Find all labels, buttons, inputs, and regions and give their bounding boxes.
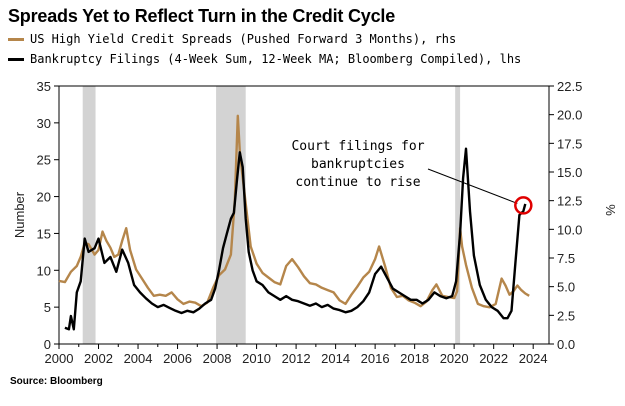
- annotation-line-1: bankruptcies: [311, 157, 405, 172]
- x-tick-label-2008: 2008: [203, 351, 232, 366]
- y-right-tick-label-2.5: 2.5: [557, 308, 575, 323]
- y-right-tick-label-15.0: 15.0: [557, 165, 582, 180]
- recession-band-2: [455, 86, 461, 344]
- legend-filings-swatch: [8, 57, 24, 61]
- annotation-line-2: continue to rise: [295, 175, 420, 190]
- y-left-tick-label-20: 20: [37, 190, 51, 205]
- chart-title: Spreads Yet to Reflect Turn in the Credi…: [8, 6, 396, 26]
- y-left-tick-label-0: 0: [44, 337, 51, 352]
- legend-spreads-swatch: [8, 37, 24, 41]
- x-tick-label-2004: 2004: [124, 351, 153, 366]
- legend-spreads-label: US High Yield Credit Spreads (Pushed For…: [30, 32, 457, 46]
- x-tick-label-2002: 2002: [84, 351, 113, 366]
- y-right-tick-label-10.0: 10.0: [557, 222, 582, 237]
- annotation-line-0: Court filings for: [291, 139, 424, 154]
- x-tick-label-2022: 2022: [479, 351, 508, 366]
- y-right-tick-label-12.5: 12.5: [557, 194, 582, 209]
- series-line-filings: [64, 147, 527, 331]
- x-tick-label-2018: 2018: [400, 351, 429, 366]
- legend-filings: Bankruptcy Filings (4-Week Sum, 12-Week …: [8, 52, 521, 66]
- y-left-tick-label-35: 35: [37, 79, 51, 94]
- x-tick-label-2016: 2016: [361, 351, 390, 366]
- x-tick-label-2000: 2000: [45, 351, 74, 366]
- y-left-axis-label: Number: [12, 191, 27, 238]
- y-right-tick-label-17.5: 17.5: [557, 136, 582, 151]
- y-right-axis-label: %: [603, 204, 618, 216]
- y-right-tick-label-5.0: 5.0: [557, 280, 575, 295]
- y-right-tick-label-7.5: 7.5: [557, 251, 575, 266]
- y-right-tick-label-20.0: 20.0: [557, 108, 582, 123]
- y-left-tick-label-10: 10: [37, 263, 51, 278]
- x-tick-label-2012: 2012: [282, 351, 311, 366]
- y-right-tick-label-22.5: 22.5: [557, 79, 582, 94]
- x-tick-label-2024: 2024: [519, 351, 548, 366]
- source-note: Source: Bloomberg: [10, 376, 103, 387]
- y-right-tick-label-0.0: 0.0: [557, 337, 575, 352]
- legend-spreads: US High Yield Credit Spreads (Pushed For…: [8, 32, 456, 46]
- y-left-tick-label-5: 5: [44, 300, 51, 315]
- legend-filings-label: Bankruptcy Filings (4-Week Sum, 12-Week …: [30, 52, 522, 66]
- recession-band-1: [216, 86, 246, 344]
- plot-frame: [58, 85, 550, 345]
- y-left-tick-label-30: 30: [37, 116, 51, 131]
- x-tick-label-2014: 2014: [321, 351, 350, 366]
- annotation-leader-line: [427, 168, 518, 204]
- y-left-tick-label-15: 15: [37, 226, 51, 241]
- x-tick-label-2006: 2006: [163, 351, 192, 366]
- recession-band-0: [82, 86, 96, 344]
- y-left-tick-label-25: 25: [37, 153, 51, 168]
- x-tick-label-2020: 2020: [440, 351, 469, 366]
- x-tick-label-2010: 2010: [242, 351, 271, 366]
- annotation-circle-marker: [514, 196, 533, 215]
